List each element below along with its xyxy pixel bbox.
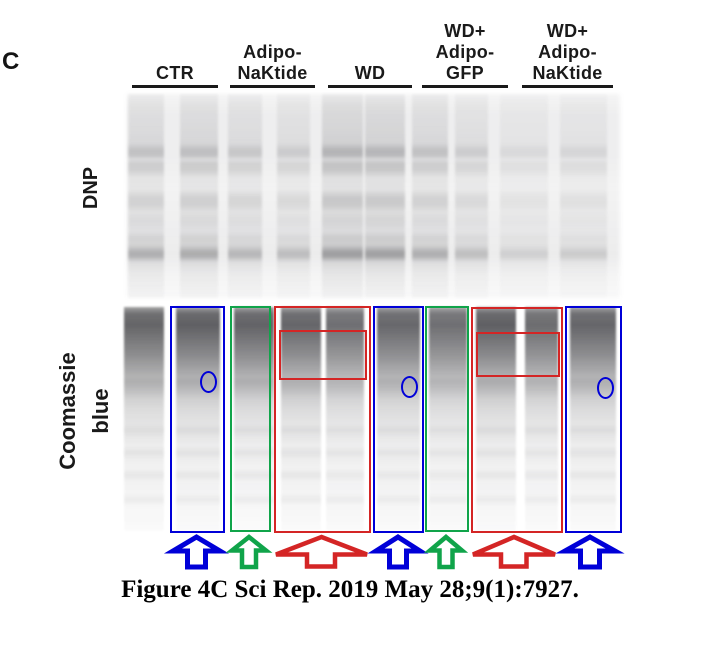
group-label-line: WD [354,63,386,83]
highlight-region-red-2-inner [476,332,560,377]
highlight-region-red-1-inner [279,330,367,380]
group-underline-wd-adipo-naktide [522,85,613,88]
up-arrow-blue-3 [555,534,625,570]
dnp-lane [412,94,448,298]
up-arrow-green-2 [423,534,469,570]
coomassie-lane [281,307,321,531]
up-arrow-red-1 [275,534,368,569]
dnp-lane [500,94,548,298]
highlight-box-blue-1 [170,306,225,533]
up-arrow-red-2 [472,534,556,569]
group-underline-adipo-naktide [230,85,315,88]
panel-letter: C [2,48,20,75]
up-arrow-shape [367,534,429,570]
highlight-box-blue-3 [565,306,622,533]
group-header-wd-adipo-gfp: WD+ Adipo- GFP [418,21,512,84]
dnp-blot-image [127,94,620,298]
up-arrow-shape [555,534,625,570]
row-label-line: Coomassie [55,352,80,470]
coomassie-lane [124,307,164,531]
group-header-wd: WD [324,63,416,84]
row-label-line: blue [88,388,113,434]
dnp-lane [455,94,488,298]
row-label-dnp: DNP [80,166,102,210]
group-label-line: CTR [156,63,194,83]
up-arrow-shape [225,534,273,570]
group-header-ctr: CTR [128,63,222,84]
band-circle-3 [597,377,614,399]
highlight-box-green-1 [230,306,271,532]
figure-caption: Figure 4C Sci Rep. 2019 May 28;9(1):7927… [121,576,579,603]
dnp-blot-background [127,94,620,298]
up-arrow-green-1 [225,534,273,570]
dnp-lane [228,94,262,298]
coomassie-lane [476,307,516,531]
coomassie-lane [570,307,616,531]
highlight-box-red-1 [274,306,371,533]
coomassie-blot-image [122,307,622,531]
coomassie-lane [377,307,420,531]
highlight-box-green-2 [425,306,469,532]
dnp-lane [365,94,405,298]
group-underline-wd-adipo-gfp [422,85,508,88]
up-arrow-blue-2 [367,534,429,570]
up-arrow-shape [472,534,556,569]
group-label-line: Adipo- [243,42,302,62]
highlight-box-blue-2 [373,306,424,533]
group-label-line: WD+ [546,21,589,41]
group-label-line: Adipo- [538,42,597,62]
group-underline-wd [328,85,412,88]
group-label-line: GFP [446,63,484,83]
coomassie-lane [326,307,364,531]
group-label-line: WD+ [444,21,486,41]
group-label-line: NaKtide [237,63,308,83]
group-label-line: NaKtide [532,63,603,83]
group-header-wd-adipo-naktide: WD+ Adipo- NaKtide [518,21,617,84]
band-circle-1 [200,371,217,393]
highlight-box-red-2 [471,307,563,533]
dnp-lane [128,94,164,298]
dnp-lane [180,94,218,298]
band-circle-2 [401,376,418,398]
row-label-coomassie-blue: Coomassie blue [51,336,117,486]
up-arrow-blue-1 [163,534,230,570]
dnp-lane [277,94,310,298]
coomassie-lane [234,307,274,531]
up-arrow-shape [423,534,469,570]
coomassie-lane [525,307,558,531]
dnp-lane [322,94,363,298]
up-arrow-shape [163,534,230,570]
dnp-lane [560,94,607,298]
up-arrow-shape [275,534,368,569]
group-label-line: Adipo- [435,42,495,62]
coomassie-lane [176,307,220,531]
group-underline-ctr [132,85,218,88]
group-header-adipo-naktide: Adipo- NaKtide [226,42,319,84]
coomassie-lane [429,307,467,531]
